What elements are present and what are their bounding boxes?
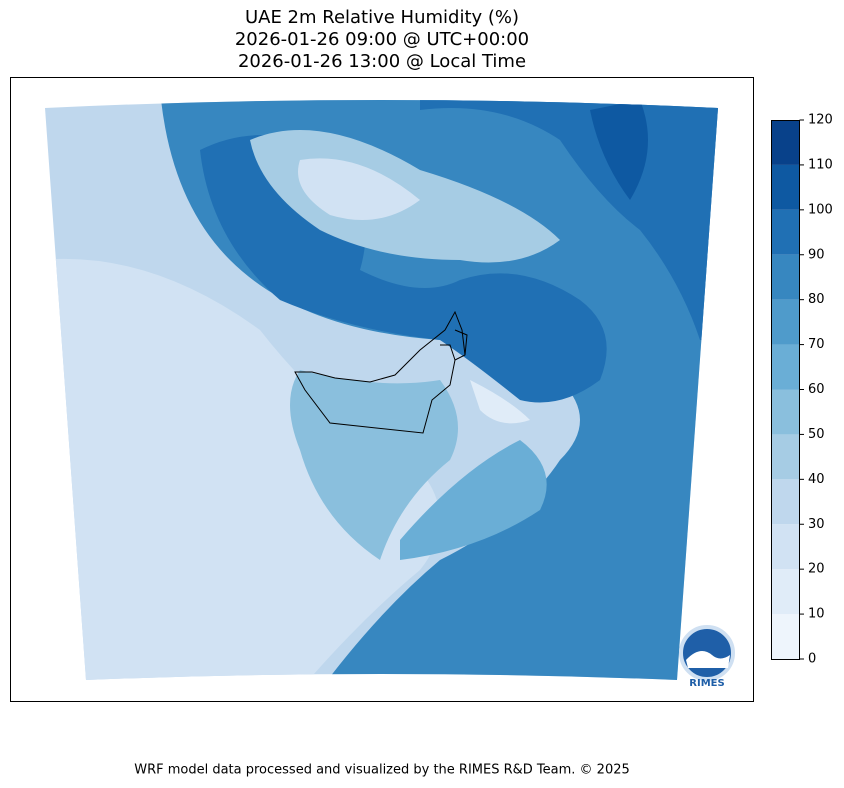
colorbar-tick-label: 100 (808, 202, 833, 217)
colorbar-tick-label: 120 (808, 113, 833, 128)
colorbar-segment (771, 614, 800, 659)
colorbar-segment (771, 434, 800, 480)
humidity-field (45, 100, 718, 680)
colorbar-tick-label: 10 (808, 607, 825, 622)
colorbar-segment (771, 299, 800, 345)
title-line: 2026-01-26 13:00 @ Local Time (238, 51, 526, 72)
colorbar-segment (771, 524, 800, 570)
rimes-logo: RIMES (679, 625, 735, 689)
colorbar-tick-label: 90 (808, 247, 825, 262)
logo-text: RIMES (689, 678, 724, 689)
colorbar-tick-label: 30 (808, 517, 825, 532)
colorbar-tick-label: 70 (808, 337, 825, 352)
colorbar-segment (771, 569, 800, 615)
colorbar-tick-label: 0 (808, 652, 816, 667)
colorbar-segment (771, 389, 800, 435)
colorbar-frame (771, 120, 800, 660)
title-line: UAE 2m Relative Humidity (%) (245, 7, 519, 28)
colorbar-segment (771, 164, 800, 210)
colorbar-segment (771, 479, 800, 525)
map-frame (10, 77, 754, 702)
colorbar-tick-label: 80 (808, 292, 825, 307)
colorbar-segment (771, 254, 800, 300)
colorbar-segment (771, 120, 800, 165)
colorbar-tick-label: 40 (808, 472, 825, 487)
title-line: 2026-01-26 09:00 @ UTC+00:00 (235, 29, 529, 50)
colorbar-tick-label: 20 (808, 562, 825, 577)
colorbar-segment (771, 344, 800, 390)
colorbar: 0 10 20 30 40 50 60 70 80 90 100 110 120 (771, 113, 833, 667)
footer: WRF model data processed and visualized … (134, 763, 630, 778)
colorbar-tick-label: 60 (808, 382, 825, 397)
colorbar-tick-label: 50 (808, 427, 825, 442)
uae-border (294, 310, 468, 434)
colorbar-segment (771, 209, 800, 255)
colorbar-tick-label: 110 (808, 157, 833, 172)
